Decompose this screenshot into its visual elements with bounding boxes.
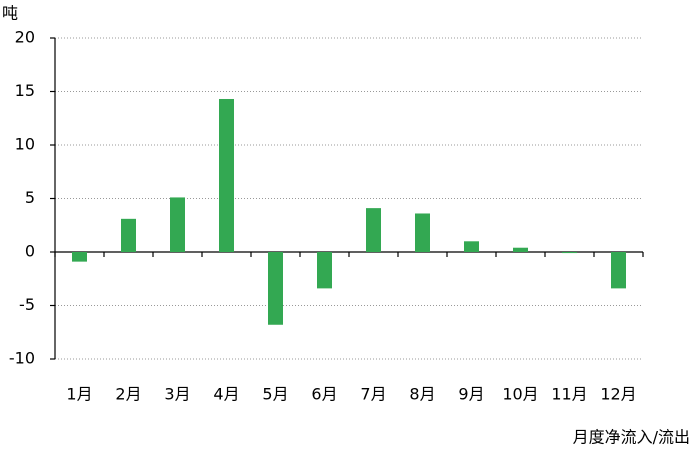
x-tick-label: 12月 [600,385,636,404]
y-tick-label: 0 [25,242,35,261]
bar [219,98,234,253]
bar [72,252,87,262]
bar [611,252,626,289]
bar [415,213,430,252]
bar [562,252,577,254]
x-tick-label: 3月 [164,385,190,404]
x-tick-label: 1月 [66,385,92,404]
y-tick-label: 5 [25,188,35,207]
y-tick-label: 10 [15,135,35,154]
x-tick-label: 10月 [502,385,538,404]
x-tick-label: 5月 [262,385,288,404]
y-tick-label: 15 [15,81,35,100]
x-tick-label: 2月 [115,385,141,404]
y-tick-label: 20 [15,28,35,47]
bar [317,252,332,289]
bar [268,252,283,325]
x-tick-label: 8月 [409,385,435,404]
bar [121,218,136,252]
x-tick-label: 9月 [458,385,484,404]
x-axis-label: 月度净流入/流出 [573,428,690,447]
y-tick-label: -10 [9,349,35,368]
x-tick-label: 11月 [551,385,587,404]
x-tick-label: 6月 [311,385,337,404]
x-tick-label: 7月 [360,385,386,404]
bar [513,247,528,252]
x-tick-label: 4月 [213,385,239,404]
bar [366,208,381,252]
bar [464,241,479,252]
y-unit-label: 吨 [2,4,18,23]
y-tick-label: -5 [19,295,35,314]
bar [170,197,185,252]
